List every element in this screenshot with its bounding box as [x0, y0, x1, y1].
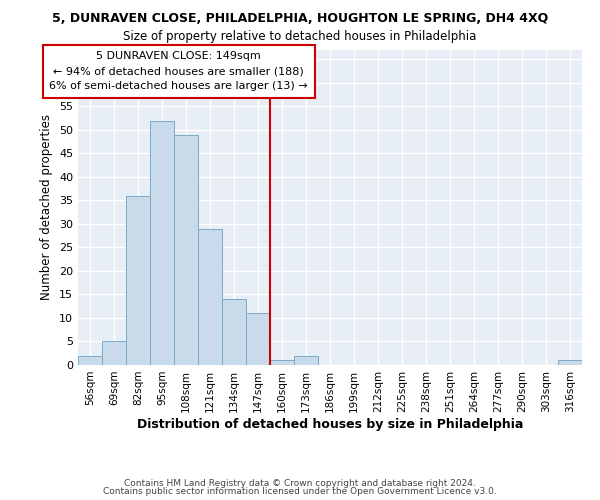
Bar [294, 356, 318, 365]
Bar [102, 342, 126, 365]
Bar [78, 356, 102, 365]
Bar [174, 134, 198, 365]
Text: Size of property relative to detached houses in Philadelphia: Size of property relative to detached ho… [124, 30, 476, 43]
Text: 5, DUNRAVEN CLOSE, PHILADELPHIA, HOUGHTON LE SPRING, DH4 4XQ: 5, DUNRAVEN CLOSE, PHILADELPHIA, HOUGHTO… [52, 12, 548, 26]
Bar [246, 314, 270, 365]
Bar [150, 120, 174, 365]
Y-axis label: Number of detached properties: Number of detached properties [40, 114, 53, 300]
Text: 5 DUNRAVEN CLOSE: 149sqm
← 94% of detached houses are smaller (188)
6% of semi-d: 5 DUNRAVEN CLOSE: 149sqm ← 94% of detach… [49, 52, 308, 91]
Bar [198, 228, 222, 365]
Bar [558, 360, 582, 365]
Bar [126, 196, 150, 365]
Bar [222, 299, 246, 365]
Text: Contains HM Land Registry data © Crown copyright and database right 2024.: Contains HM Land Registry data © Crown c… [124, 478, 476, 488]
X-axis label: Distribution of detached houses by size in Philadelphia: Distribution of detached houses by size … [137, 418, 523, 430]
Text: Contains public sector information licensed under the Open Government Licence v3: Contains public sector information licen… [103, 487, 497, 496]
Bar [270, 360, 294, 365]
